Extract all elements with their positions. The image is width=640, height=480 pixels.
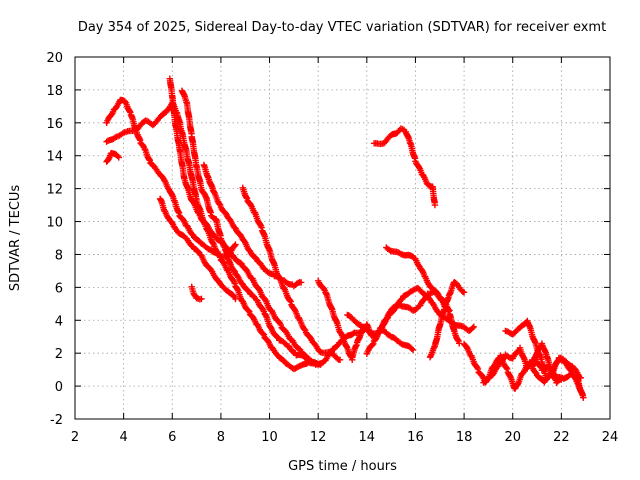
y-tick-label: 10 [46, 216, 63, 231]
data-point [252, 254, 259, 262]
y-tick-label: 6 [55, 281, 63, 296]
series-track-b [103, 99, 324, 368]
data-point [260, 331, 268, 338]
data-point [474, 365, 482, 373]
chart-title: Day 354 of 2025, Sidereal Day-to-day VTE… [78, 20, 606, 35]
data-point [460, 289, 468, 296]
y-tick-label: 0 [55, 380, 63, 395]
data-point [231, 280, 238, 287]
data-point [237, 259, 244, 267]
data-point [246, 308, 253, 315]
data-point [198, 295, 205, 303]
series-track-h [239, 184, 344, 363]
data-point [297, 279, 305, 286]
y-tick-label: 18 [46, 84, 63, 99]
data-point [470, 323, 478, 331]
y-tick-label: 14 [46, 150, 63, 165]
data-point [469, 324, 476, 332]
data-point [286, 297, 294, 304]
x-tick-label: 6 [168, 430, 176, 445]
series-track-g [200, 161, 305, 290]
series-track-l [344, 311, 417, 354]
data-point [336, 356, 344, 363]
x-tick-label: 24 [602, 430, 619, 445]
y-tick-label: 2 [55, 347, 63, 362]
data-point [369, 341, 376, 349]
y-tick-label: -2 [50, 413, 63, 428]
data-point [577, 374, 585, 382]
data-point [114, 152, 121, 160]
data-point [232, 241, 239, 248]
data-point [383, 315, 391, 322]
y-tick-label: 20 [46, 51, 63, 66]
grid [75, 57, 610, 419]
series-track-s [188, 283, 205, 303]
x-tick-label: 18 [456, 430, 473, 445]
x-tick-label: 14 [359, 430, 376, 445]
x-tick-label: 16 [407, 430, 424, 445]
x-tick-label: 8 [217, 430, 225, 445]
series-track-a [103, 96, 239, 261]
x-tick-label: 22 [553, 430, 570, 445]
x-tick-label: 20 [504, 430, 521, 445]
series-track-f [156, 195, 239, 303]
x-axis-label: GPS time / hours [288, 459, 397, 474]
series-track-c [103, 149, 122, 165]
data-point [456, 340, 463, 347]
data-point [245, 307, 252, 314]
data-point [111, 134, 119, 141]
data-point [431, 201, 439, 209]
series-track-e [178, 87, 371, 368]
series-track-k [363, 284, 478, 357]
x-tick-label: 12 [310, 430, 327, 445]
data-point [230, 292, 237, 299]
series-track-t [528, 340, 565, 387]
data-point [274, 333, 281, 341]
data-point [115, 154, 122, 161]
y-tick-label: 8 [55, 248, 63, 263]
data-point [259, 330, 267, 338]
data-point [141, 145, 148, 153]
data-point [231, 242, 238, 250]
data-point [558, 376, 565, 383]
data-point [503, 365, 511, 373]
data-point [580, 394, 587, 401]
data-point [301, 326, 308, 333]
data-point [503, 364, 510, 372]
plot-frame [74, 56, 611, 420]
x-tick-label: 2 [71, 430, 79, 445]
y-tick-label: 4 [55, 314, 63, 329]
data-point [370, 340, 377, 348]
series-track-o [426, 278, 468, 361]
data-point [287, 298, 294, 305]
data-point [408, 345, 416, 353]
y-tick-label: 12 [46, 183, 63, 198]
data-point [384, 314, 392, 321]
data-point [296, 346, 304, 353]
data-point [121, 98, 129, 105]
x-tick-label: 4 [119, 430, 127, 445]
y-axis-label: SDTVAR / TECUs [8, 185, 23, 292]
data-point [474, 364, 481, 371]
x-tick-label: 10 [261, 430, 278, 445]
data-point [446, 307, 453, 314]
data-point [409, 346, 417, 354]
series-track-m [370, 125, 439, 209]
data-point [295, 345, 303, 352]
y-tick-label: 16 [46, 117, 63, 132]
data-marks [103, 75, 587, 401]
data-point [232, 295, 239, 303]
